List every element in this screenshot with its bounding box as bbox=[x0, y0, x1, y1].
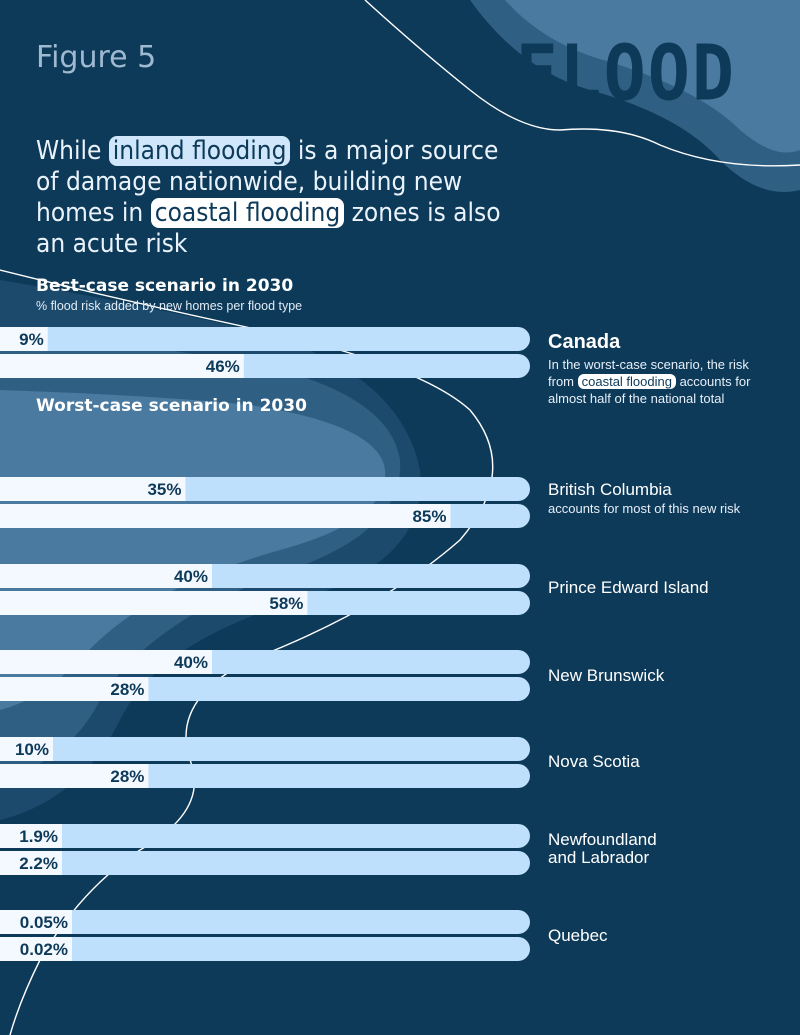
category-label: Quebec bbox=[548, 926, 608, 945]
bar-value-label: 40% bbox=[174, 567, 208, 586]
bar-total-nova-scotia-best bbox=[0, 737, 530, 761]
bar-value-label: 85% bbox=[412, 507, 446, 526]
bar-value-label: 28% bbox=[110, 767, 144, 786]
bar-value-label: 58% bbox=[269, 594, 303, 613]
canada-note-text-2: accounts for almost half of the national… bbox=[548, 374, 751, 406]
best-case-title: Best-case scenario in 2030 bbox=[36, 276, 294, 296]
canada-note: In the worst-case scenario, the risk fro… bbox=[548, 356, 768, 407]
headline-text-2: is a major source of damage nationwide, … bbox=[36, 136, 499, 228]
bar-value-label: 35% bbox=[147, 480, 181, 499]
worst-case-title: Worst-case scenario in 2030 bbox=[36, 396, 307, 416]
bar-total-canada-best bbox=[0, 327, 530, 351]
bar-total-quebec-best bbox=[0, 910, 530, 934]
wave-left-light bbox=[0, 390, 386, 710]
category-label: British Columbia bbox=[548, 480, 672, 499]
bar-value-label: 0.02% bbox=[20, 940, 68, 959]
bar-coastal-new-brunswick-best bbox=[0, 650, 212, 674]
bar-total-newfoundland-and-labrador-worst bbox=[0, 851, 530, 875]
bar-value-label: 40% bbox=[174, 653, 208, 672]
bar-coastal-canada-worst bbox=[0, 354, 244, 378]
bar-total-newfoundland-and-labrador-best bbox=[0, 824, 530, 848]
best-case-subtitle: % flood risk added by new homes per floo… bbox=[36, 299, 303, 313]
bar-coastal-prince-edward-island-best bbox=[0, 564, 212, 588]
category-label: and Labrador bbox=[548, 848, 649, 867]
bar-coastal-quebec-best bbox=[0, 910, 72, 934]
bar-value-label: 46% bbox=[206, 357, 240, 376]
category-label: Nova Scotia bbox=[548, 752, 640, 771]
headline-text-3: zones is also an acute risk bbox=[36, 198, 501, 259]
category-label: New Brunswick bbox=[548, 666, 665, 685]
bar-coastal-canada-best bbox=[0, 327, 48, 351]
bc-note: accounts for most of this new risk bbox=[548, 501, 741, 516]
figure-label: Figure 5 bbox=[36, 40, 157, 75]
category-label: Prince Edward Island bbox=[548, 578, 709, 597]
bar-coastal-british-columbia-worst bbox=[0, 504, 451, 528]
bar-value-label: 9% bbox=[19, 330, 44, 349]
bar-value-label: 10% bbox=[15, 740, 49, 759]
bar-value-label: 1.9% bbox=[19, 827, 58, 846]
bar-coastal-nova-scotia-best bbox=[0, 737, 53, 761]
canada-note-text-1: In the worst-case scenario, the risk fro… bbox=[548, 357, 749, 389]
bar-coastal-newfoundland-and-labrador-best bbox=[0, 824, 62, 848]
bar-coastal-quebec-worst bbox=[0, 937, 72, 961]
inland-flooding-highlight: inland flooding bbox=[108, 136, 291, 166]
brand-title: FLOOD bbox=[515, 27, 736, 119]
coastal-flooding-highlight: coastal flooding bbox=[150, 198, 345, 228]
bar-value-label: 0.05% bbox=[20, 913, 68, 932]
bar-coastal-prince-edward-island-worst bbox=[0, 591, 308, 615]
category-label: Newfoundland bbox=[548, 830, 657, 849]
bar-total-quebec-worst bbox=[0, 937, 530, 961]
wave-line-top bbox=[364, 0, 800, 167]
bar-value-label: 2.2% bbox=[19, 854, 58, 873]
category-label: Canada bbox=[548, 331, 621, 353]
bar-coastal-new-brunswick-worst bbox=[0, 677, 149, 701]
headline-text-1: While bbox=[36, 136, 109, 166]
headline: While inland flooding is a major source … bbox=[36, 136, 516, 260]
wave-top-right-light bbox=[505, 0, 800, 153]
bar-value-label: 28% bbox=[110, 680, 144, 699]
bar-coastal-newfoundland-and-labrador-worst bbox=[0, 851, 62, 875]
bar-coastal-nova-scotia-worst bbox=[0, 764, 149, 788]
coastal-flooding-pill: coastal flooding bbox=[577, 374, 676, 389]
bar-coastal-british-columbia-best bbox=[0, 477, 186, 501]
